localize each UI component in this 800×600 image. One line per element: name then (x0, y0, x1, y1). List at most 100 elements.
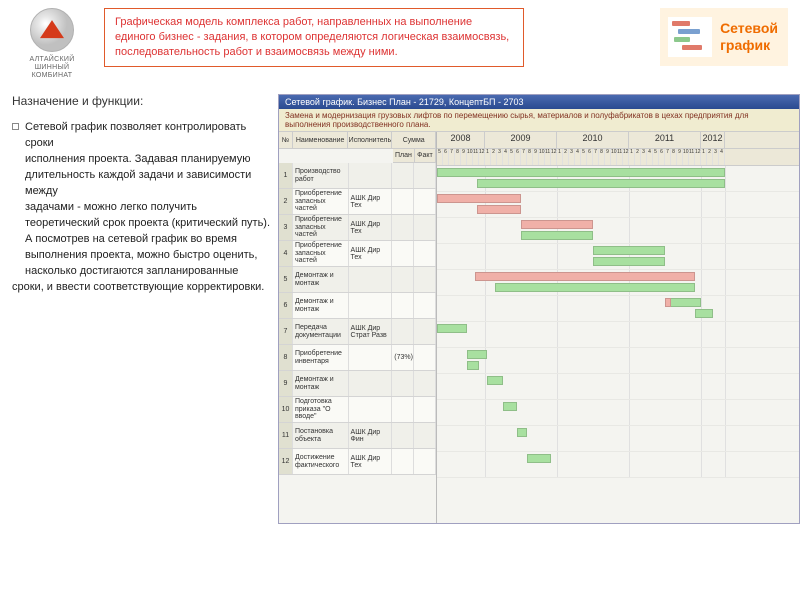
month-header: 4 (719, 149, 725, 165)
section-heading: Назначение и функции: (12, 94, 272, 108)
row-name: Приобретение запасных частей (293, 189, 349, 214)
gantt-screenshot: Сетевой график. Бизнес План - 21729, Кон… (278, 94, 800, 524)
table-row: 11Постановка объектаАШК Дир Фин (279, 423, 436, 449)
row-fact (414, 319, 436, 344)
row-fact (414, 267, 436, 292)
gantt-bar (467, 361, 479, 370)
chart-row (437, 400, 799, 426)
chart-row (437, 166, 799, 192)
left-text-column: Назначение и функции: Сетевой график поз… (12, 94, 272, 524)
row-num: 10 (279, 397, 293, 422)
gantt-bar (475, 272, 695, 281)
row-name: Постановка объекта (293, 423, 349, 448)
row-fact (414, 371, 436, 396)
row-name: Демонтаж и монтаж (293, 267, 349, 292)
row-exec (349, 397, 393, 422)
row-num: 9 (279, 371, 293, 396)
col-fact: Факт (415, 149, 436, 163)
row-num: 1 (279, 163, 293, 188)
gantt-bar (665, 298, 671, 307)
row-name: Достижение фактического (293, 449, 349, 474)
gantt-bar (467, 350, 487, 359)
gantt-bar (437, 324, 467, 333)
bullet-text: Сетевой график позволяет контролировать … (25, 120, 272, 152)
table-row: 8Приобретение инвентаря(73%) (279, 345, 436, 371)
table-row: 12Достижение фактическогоАШК Дир Тех (279, 449, 436, 475)
row-num: 7 (279, 319, 293, 344)
row-plan (392, 163, 414, 188)
row-plan (392, 189, 414, 214)
table-row: 4Приобретение запасных частейАШК Дир Тех (279, 241, 436, 267)
gantt-bar (495, 283, 695, 292)
row-fact (414, 215, 436, 240)
gantt-bar (477, 205, 521, 214)
logo-text: АЛТАЙСКИЙШИННЫЙКОМБИНАТ (12, 56, 92, 80)
year-header: 2011 (629, 132, 701, 148)
chart-row (437, 374, 799, 400)
row-fact (414, 449, 436, 474)
row-num: 5 (279, 267, 293, 292)
chart-row (437, 270, 799, 296)
row-name: Приобретение запасных частей (293, 215, 349, 240)
col-exec: Исполнитель (348, 132, 392, 149)
year-header: 2009 (485, 132, 557, 148)
year-header: 2008 (437, 132, 485, 148)
body-text-3: сроки, и ввести соответствующие корректи… (12, 280, 272, 296)
gantt-bar (477, 179, 725, 188)
chart-row (437, 218, 799, 244)
chart-row (437, 452, 799, 478)
gantt-bar (437, 194, 521, 203)
row-plan (392, 319, 414, 344)
chart-row (437, 322, 799, 348)
row-exec (349, 267, 393, 292)
gantt-bar (521, 220, 593, 229)
gantt-bar (517, 428, 527, 437)
row-exec: АШК Дир Тех (349, 241, 393, 266)
row-name: Передача документации (293, 319, 349, 344)
chart-row (437, 348, 799, 374)
row-name: Подготовка приказа "О вводе" (293, 397, 349, 422)
row-num: 12 (279, 449, 293, 474)
bullet-icon (12, 123, 19, 130)
row-plan (392, 397, 414, 422)
row-fact (414, 397, 436, 422)
body-text-2: задачами - можно легко получить теоретич… (25, 200, 272, 280)
table-row: 5Демонтаж и монтаж (279, 267, 436, 293)
col-name: Наименование (293, 132, 348, 149)
row-num: 2 (279, 189, 293, 214)
table-row: 9Демонтаж и монтаж (279, 371, 436, 397)
row-plan (392, 449, 414, 474)
row-name: Демонтаж и монтаж (293, 371, 349, 396)
table-row: 1Производство работ (279, 163, 436, 189)
gantt-bar (593, 246, 665, 255)
row-fact (414, 423, 436, 448)
gantt-bar (521, 231, 593, 240)
row-plan: (73%) (392, 345, 414, 370)
col-num: № (279, 132, 293, 149)
gantt-bar (695, 309, 713, 318)
chart-row (437, 192, 799, 218)
row-fact (414, 189, 436, 214)
row-exec (349, 293, 393, 318)
description-box: Графическая модель комплекса работ, напр… (104, 8, 524, 67)
window-subtitle: Замена и модернизация грузовых лифтов по… (279, 109, 799, 132)
row-exec: АШК Дир Тех (349, 449, 393, 474)
row-exec (349, 163, 393, 188)
row-fact (414, 345, 436, 370)
chart-row (437, 244, 799, 270)
row-plan (392, 423, 414, 448)
row-plan (392, 241, 414, 266)
row-exec (349, 345, 393, 370)
gantt-bar (527, 454, 551, 463)
row-plan (392, 371, 414, 396)
gantt-bar (487, 376, 503, 385)
table-row: 10Подготовка приказа "О вводе" (279, 397, 436, 423)
row-name: Приобретение запасных частей (293, 241, 349, 266)
col-sum: Сумма (392, 132, 436, 149)
row-fact (414, 293, 436, 318)
gantt-bar (437, 168, 725, 177)
year-header: 2012 (701, 132, 725, 148)
table-row: 7Передача документацииАШК Дир Страт Разв (279, 319, 436, 345)
row-name: Приобретение инвентаря (293, 345, 349, 370)
row-plan (392, 215, 414, 240)
